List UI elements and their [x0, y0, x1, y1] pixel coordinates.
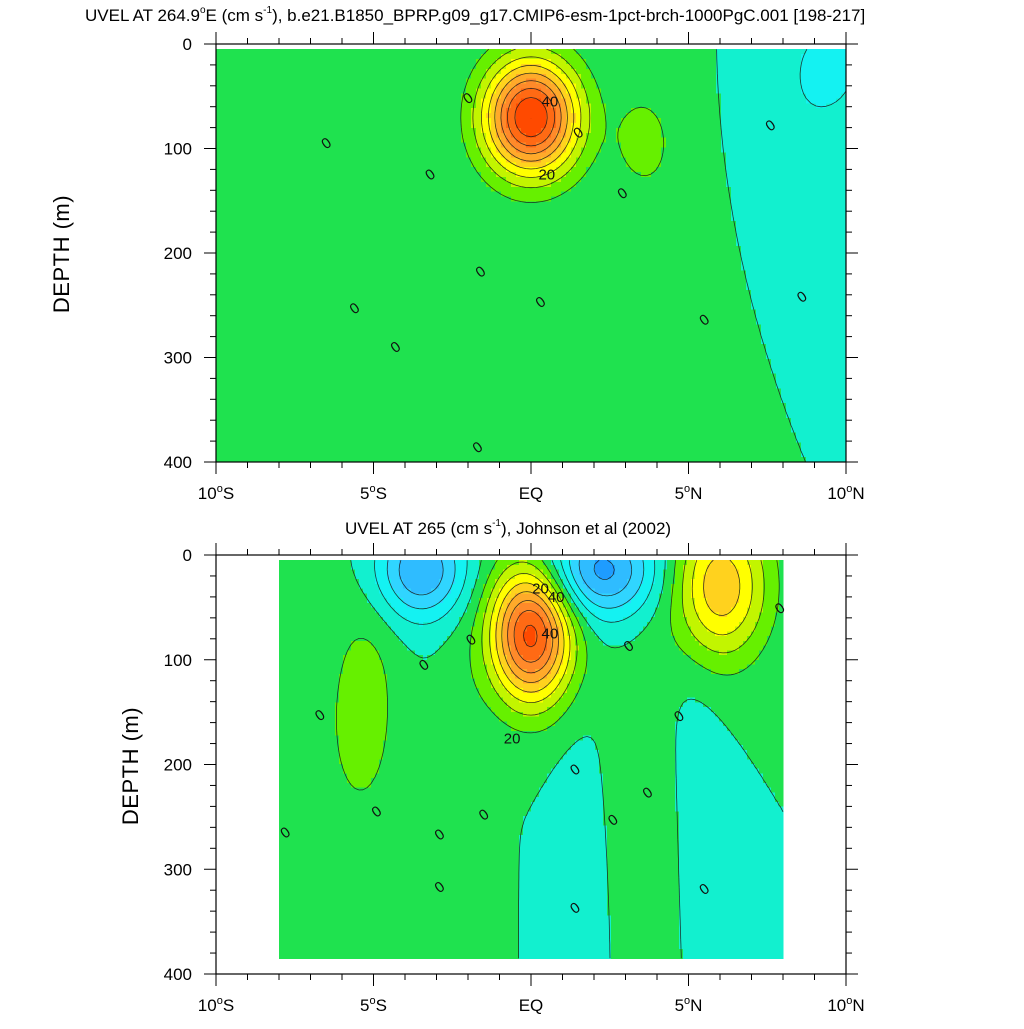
- x-tick-label-main: 5: [360, 996, 369, 1015]
- x-tick-label-hemisphere: N: [852, 996, 864, 1015]
- x-tick-label-hemisphere: N: [690, 484, 702, 503]
- x-tick-label-main: 5: [675, 484, 684, 503]
- x-tick-label-main: 5: [675, 996, 684, 1015]
- x-tick-label-hemisphere: S: [223, 996, 234, 1015]
- contour-label: 40: [548, 589, 565, 606]
- panel-top-ylabel: DEPTH (m): [49, 195, 75, 313]
- y-tick-label: 200: [164, 244, 192, 263]
- x-tick-label: EQ: [519, 996, 544, 1015]
- x-tick-label-hemisphere: N: [690, 996, 702, 1015]
- x-tick-label-main: 10: [827, 996, 846, 1015]
- x-tick-label: 5oS: [360, 995, 387, 1015]
- y-tick-label: 400: [164, 965, 192, 984]
- x-tick-label: 10oN: [827, 483, 864, 503]
- x-tick-label: 10oN: [827, 995, 864, 1015]
- x-tick-label: EQ: [519, 484, 544, 503]
- panel-top-title-units-exponent: -1: [263, 5, 272, 16]
- x-tick-label-main: 10: [198, 996, 217, 1015]
- y-tick-label: 0: [183, 546, 192, 565]
- contour-label: 20: [504, 730, 521, 747]
- y-tick-label: 300: [164, 349, 192, 368]
- panel-bottom-title-units-exponent: -1: [492, 518, 501, 529]
- panel-top-title-pre: UVEL AT 264.9: [85, 6, 200, 25]
- y-tick-label: 400: [164, 453, 192, 472]
- y-tick-label: 100: [164, 651, 192, 670]
- panel-bottom-title: UVEL AT 265 (cm s-1), Johnson et al (200…: [345, 519, 671, 539]
- y-tick-label: 300: [164, 860, 192, 879]
- contour-fill: [216, 49, 847, 462]
- panel-top-title: UVEL AT 264.9oE (cm s-1), b.e21.B1850_BP…: [85, 6, 865, 26]
- contour-label: 20: [538, 167, 555, 184]
- x-tick-label-main: EQ: [519, 484, 544, 503]
- panel-top-title-degree: o: [200, 5, 206, 16]
- x-tick-label-hemisphere: S: [376, 484, 387, 503]
- panel-top-title-post: ), b.e21.B1850_BPRP.g09_g17.CMIP6-esm-1p…: [272, 6, 865, 25]
- contour-label: 20: [532, 581, 549, 598]
- x-tick-label-main: 10: [827, 484, 846, 503]
- panel-bottom-ylabel: DEPTH (m): [118, 707, 144, 825]
- y-tick-label: 200: [164, 756, 192, 775]
- contour-fill: [279, 560, 784, 959]
- x-tick-label-hemisphere: S: [223, 484, 234, 503]
- x-tick-label: 10oS: [198, 483, 234, 503]
- x-tick-label: 5oS: [360, 483, 387, 503]
- x-tick-label-main: 5: [360, 484, 369, 503]
- contour-label: 40: [542, 626, 559, 643]
- x-tick-label-main: EQ: [519, 996, 544, 1015]
- panel-bottom-title-pre: UVEL AT 265 (cm s: [345, 519, 492, 538]
- x-tick-label: 5oN: [675, 995, 703, 1015]
- x-tick-label-hemisphere: S: [376, 996, 387, 1015]
- x-tick-label: 5oN: [675, 483, 703, 503]
- x-tick-label-hemisphere: N: [852, 484, 864, 503]
- y-tick-label: 0: [183, 35, 192, 54]
- y-tick-label: 100: [164, 140, 192, 159]
- contour-label: 40: [542, 94, 559, 111]
- panel-top-title-mid: E (cm s: [206, 6, 264, 25]
- panel-bottom-title-post: ), Johnson et al (2002): [501, 519, 671, 538]
- x-tick-label-main: 10: [198, 484, 217, 503]
- x-tick-label: 10oS: [198, 995, 234, 1015]
